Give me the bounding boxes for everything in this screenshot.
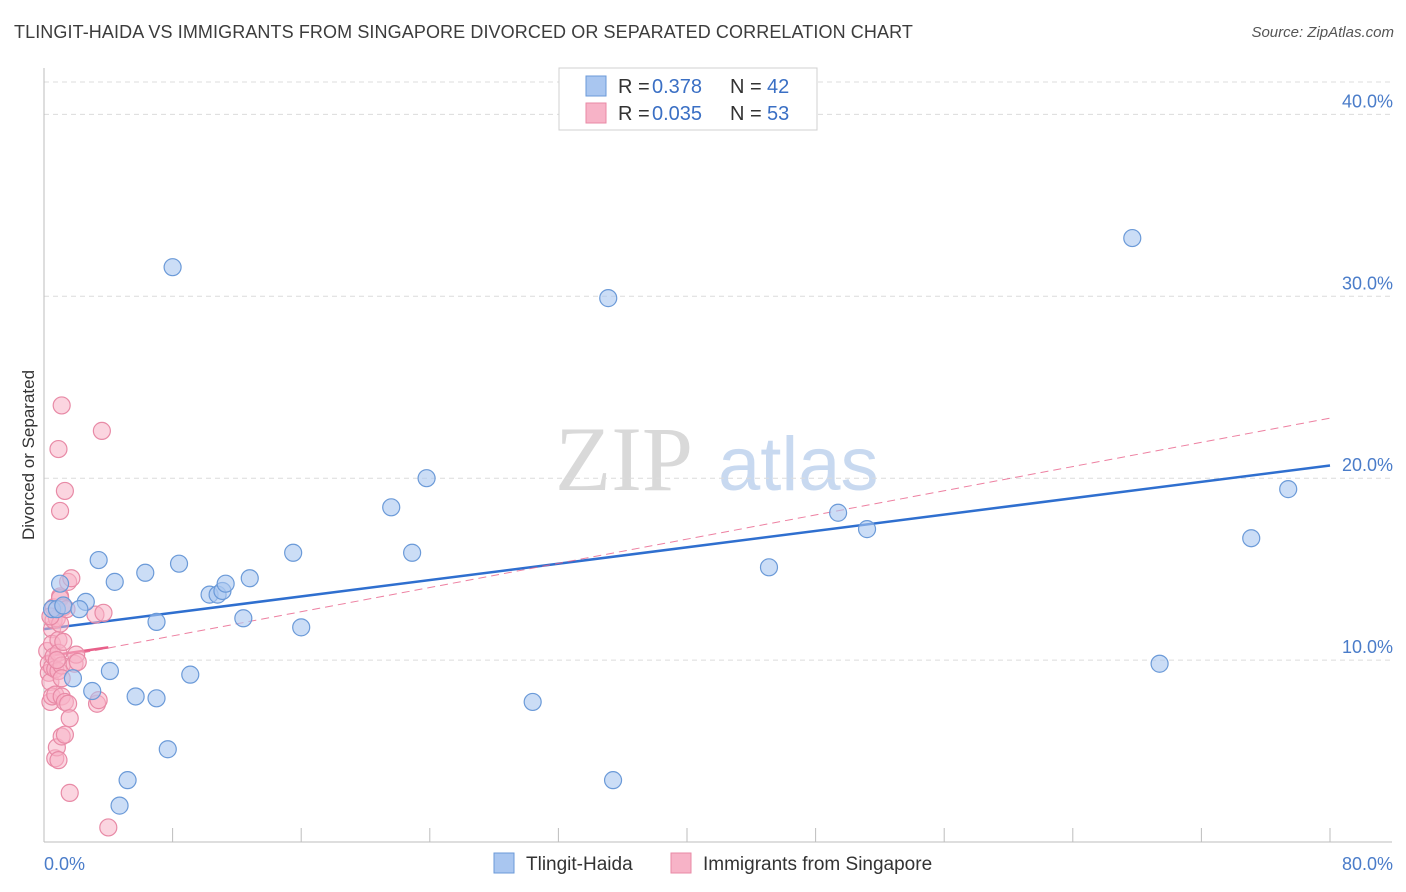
legend-r-value-1: 0.378 [652,76,702,98]
point-tlingit-haida [1150,654,1169,673]
legend-swatch-pink [585,102,607,124]
x-tick-label-max: 80.0% [1342,854,1393,874]
legend-r-value-2: 0.035 [652,103,702,125]
point-tlingit-haida [54,596,73,615]
point-tlingit-haida [857,520,877,539]
stats-legend: R = 0.378 N = 42 R = 0.035 N = 53 [558,67,818,131]
series-legend-swatch-blue [493,852,515,874]
y-tick-label: 10.0% [1342,637,1393,657]
trend-line-singapore-dashed [43,417,1331,661]
point-tlingit-haida [1279,480,1298,499]
chart-source: Source: ZipAtlas.com [1251,24,1394,41]
point-tlingit-haida [83,681,102,701]
legend-swatch-blue [585,75,607,97]
point-tlingit-haida [50,574,70,593]
point-immigrants-from-singapore [94,603,113,622]
legend-n-value-1: 42 [767,76,789,98]
series-legend-swatch-pink [670,852,692,874]
chart-title: TLINGIT-HAIDA VS IMMIGRANTS FROM SINGAPO… [14,22,913,42]
point-tlingit-haida [126,687,145,706]
point-tlingit-haida [759,558,779,577]
point-tlingit-haida [163,258,182,277]
series-immigrants-from-singapore [38,396,118,837]
watermark-atlas: atlas [718,422,879,507]
point-tlingit-haida [158,740,177,759]
point-tlingit-haida [417,469,436,488]
series-legend-label-1: Tlingit-Haida [526,854,633,875]
y-tick-labels: 10.0% 20.0% 30.0% 40.0% [1342,91,1393,657]
point-tlingit-haida [118,771,137,790]
point-immigrants-from-singapore [60,709,79,728]
point-immigrants-from-singapore [49,751,68,770]
point-immigrants-from-singapore [47,650,66,670]
point-tlingit-haida [1123,228,1142,248]
point-immigrants-from-singapore [49,439,68,459]
point-tlingit-haida [63,669,83,688]
point-tlingit-haida [136,563,155,582]
point-immigrants-from-singapore [52,396,71,415]
point-immigrants-from-singapore [68,652,87,672]
y-tick-label: 40.0% [1342,91,1393,111]
point-immigrants-from-singapore [55,725,74,744]
point-tlingit-haida [382,498,401,517]
point-tlingit-haida [603,771,623,790]
legend-r-label-2: R = [618,103,650,125]
point-immigrants-from-singapore [99,818,118,837]
x-tick-label-min: 0.0% [44,854,85,874]
point-tlingit-haida [284,543,303,562]
legend-n-label-1: N = [730,76,762,98]
point-immigrants-from-singapore [92,421,111,440]
point-tlingit-haida [70,600,89,619]
y-tick-label: 30.0% [1342,273,1393,293]
point-immigrants-from-singapore [54,632,73,652]
point-immigrants-from-singapore [55,481,74,501]
point-tlingit-haida [403,543,422,562]
y-axis-title: Divorced or Separated [19,370,38,540]
x-tick-labels: 0.0% 80.0% [44,854,1393,874]
y-tick-label: 20.0% [1342,455,1393,475]
point-tlingit-haida [147,612,166,631]
point-tlingit-haida [181,665,200,684]
legend-r-label-1: R = [618,76,650,98]
point-tlingit-haida [147,689,166,708]
watermark-zip: ZIP [555,408,693,510]
series-tlingit-haida [42,228,1298,815]
point-tlingit-haida [234,609,253,628]
point-tlingit-haida [523,692,542,712]
point-tlingit-haida [89,550,108,570]
legend-n-value-2: 53 [767,103,789,125]
series-legend-label-2: Immigrants from Singapore [703,854,932,875]
series-legend: Tlingit-Haida Immigrants from Singapore [493,852,932,875]
point-tlingit-haida [240,569,259,588]
point-tlingit-haida [169,554,189,573]
point-immigrants-from-singapore [50,501,70,521]
trend-line-tlingit-haida [43,464,1331,631]
point-immigrants-from-singapore [60,783,79,802]
point-tlingit-haida [105,572,124,591]
point-tlingit-haida [1242,529,1261,548]
point-tlingit-haida [599,289,618,308]
point-tlingit-haida [100,661,120,681]
point-tlingit-haida [216,574,235,593]
watermark: ZIP atlas [555,408,879,510]
point-tlingit-haida [110,796,129,815]
point-tlingit-haida [292,618,311,637]
axes [43,68,1392,843]
point-tlingit-haida [829,503,848,522]
legend-n-label-2: N = [730,103,762,125]
